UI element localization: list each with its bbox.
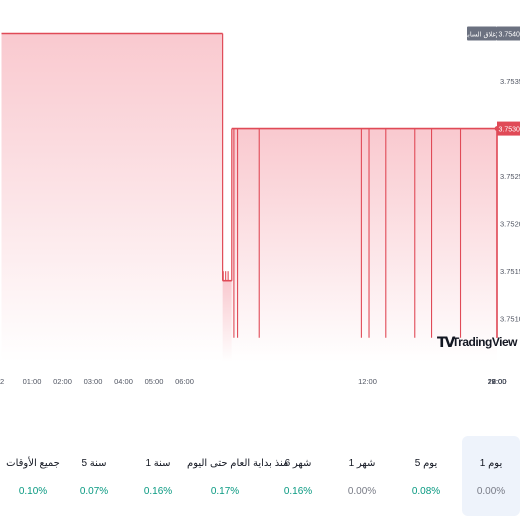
previous-close-label: الإغلاق السابق <box>463 31 502 39</box>
period-label: 1 يوم <box>479 458 503 469</box>
y-tick-label: 3.752000 <box>500 220 520 229</box>
period-tab[interactable]: 1 سنة 0.16% <box>129 436 187 516</box>
tradingview-logo[interactable]: TV TradingView <box>437 334 517 352</box>
y-tick-label: 3.752500 <box>500 172 520 181</box>
period-tab[interactable]: جميع الأوقات 0.10% <box>4 436 62 516</box>
x-tick-label: 12:00 <box>358 377 377 386</box>
x-tick-label: 19:00 <box>488 377 507 386</box>
period-change-value: 0.00% <box>347 486 377 497</box>
period-label: 5 سنة <box>81 458 107 469</box>
period-tab[interactable]: 5 سنة 0.07% <box>65 436 123 516</box>
period-change-value: 0.16% <box>283 486 313 497</box>
x-tick-label: 03:00 <box>84 377 103 386</box>
period-label: 1 سنة <box>145 458 171 469</box>
performance-periods: 1 يوم 0.00% 5 يوم 0.08% 1 شهر 0.00% 6 شهر 0.16%… <box>0 436 520 516</box>
area-fill-layer <box>1 33 497 362</box>
x-tick-label: 01:00 <box>23 377 42 386</box>
period-change-value: 0.08% <box>411 486 441 497</box>
previous-close-tag <box>467 26 497 41</box>
y-tick-label: 3.751000 <box>500 315 520 324</box>
x-tick-label: 22:00 <box>488 377 507 386</box>
x-axis: 2 01:00 02:00 03:00 04:00 05:00 06:00 12:00 17:0… <box>0 377 506 386</box>
x-tick-label: 05:00 <box>145 377 164 386</box>
area-segment <box>231 128 497 362</box>
period-change-value: 0.07% <box>79 486 109 497</box>
area-segment <box>1 33 223 362</box>
x-tick-label: 23:00 <box>488 377 507 386</box>
x-tick-label: 02:00 <box>53 377 72 386</box>
x-tick-label: 20:00 <box>488 377 507 386</box>
period-change-value: 0.10% <box>18 486 48 497</box>
current-price-badge <box>497 121 520 136</box>
price-line-layer <box>1 32 498 338</box>
area-segment <box>222 280 232 362</box>
previous-close-value: 3.754000 <box>499 32 520 39</box>
period-tab[interactable]: 1 يوم 0.00% <box>462 436 520 516</box>
period-change-value: 0.00% <box>476 486 506 497</box>
period-label: 5 يوم <box>414 458 438 469</box>
y-tick-label: 3.753500 <box>500 77 520 86</box>
y-axis: 3.753500 3.752500 3.752000 3.751500 3.751000 <box>500 77 520 324</box>
period-label: جميع الأوقات <box>6 458 60 469</box>
period-label: 6 شهر <box>284 458 312 469</box>
period-change-value: 0.16% <box>143 486 173 497</box>
y-tick-label: 3.751500 <box>500 267 520 276</box>
x-tick-label: 2 <box>0 377 4 386</box>
previous-close-value-badge <box>497 26 520 41</box>
x-tick-label: 21:00 <box>488 377 507 386</box>
price-chart[interactable]: 3.753500 3.752500 3.752000 3.751500 3.751000… <box>0 0 520 400</box>
tradingview-logo-text: TradingView <box>452 335 517 349</box>
tradingview-logo-mark: TV <box>437 335 455 351</box>
x-tick-label: 18:00 <box>488 377 507 386</box>
x-tick-label: 06:00 <box>175 377 194 386</box>
x-tick-label: 17:00 <box>488 377 507 386</box>
current-price-value: 3.753000 <box>499 127 520 134</box>
x-tick-label: 04:00 <box>114 377 133 386</box>
period-tab[interactable]: منذ بداية العام حتى اليوم 0.17% <box>187 436 289 516</box>
period-label: 1 شهر <box>348 458 376 469</box>
period-tab[interactable]: 6 شهر 0.16% <box>269 436 327 516</box>
period-tab[interactable]: 5 يوم 0.08% <box>397 436 455 516</box>
period-tab[interactable]: 1 شهر 0.00% <box>333 436 391 516</box>
period-label: منذ بداية العام حتى اليوم <box>187 458 289 469</box>
period-change-value: 0.17% <box>210 486 240 497</box>
